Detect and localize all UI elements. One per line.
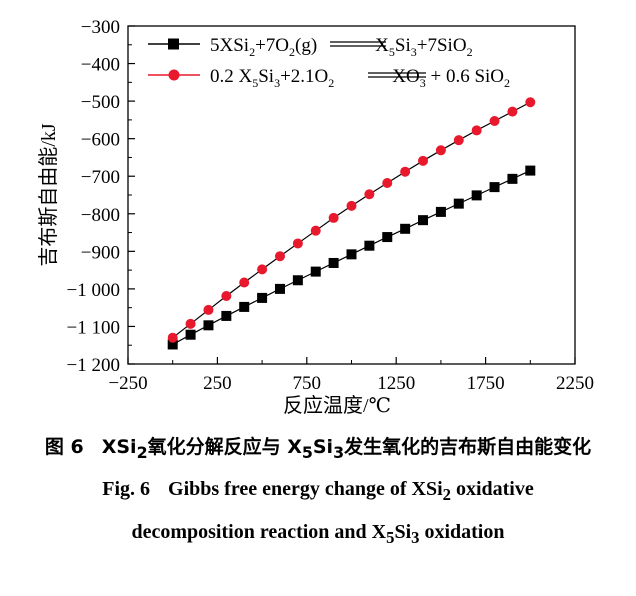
x-axis-title: 反应温度/℃ <box>283 394 391 417</box>
x-tick-label: −250 <box>108 373 147 394</box>
gibbs-energy-chart: −300 −400 −500 −600 −700 −800 −900 −1 000 −1 100… <box>37 17 594 417</box>
data-point-series2 <box>364 189 375 200</box>
data-point-series2 <box>310 225 321 236</box>
legend-marker-series2 <box>168 69 180 81</box>
data-point-series1 <box>203 320 214 331</box>
data-point-series1 <box>364 240 375 251</box>
y-tick-label: −300 <box>81 17 120 38</box>
data-point-series1 <box>435 206 446 217</box>
y-tick-label: −600 <box>81 130 120 151</box>
data-point-series1 <box>274 283 285 294</box>
legend-label-series1: 5XSi2+7O2(g) X5Si3+7SiO2 <box>210 35 473 59</box>
data-point-series1 <box>471 190 482 201</box>
figure-caption-cn: 图 6 XSi2氧化分解反应与 X5Si3发生氧化的吉布斯自由能变化 <box>0 432 636 462</box>
series-layer <box>167 97 536 350</box>
data-point-series2 <box>257 264 268 275</box>
figure-number-cn: 图 6 <box>44 436 84 458</box>
x-tick-label: 250 <box>203 373 232 394</box>
data-point-series1 <box>489 182 500 193</box>
data-point-series2 <box>274 251 285 262</box>
data-point-series2 <box>203 304 214 315</box>
data-point-series2 <box>185 318 196 329</box>
data-point-series1 <box>328 257 339 268</box>
figure-number-en: Fig. 6 <box>102 478 151 500</box>
y-axis-title: 吉布斯自由能/kJ <box>37 123 60 267</box>
data-point-series2 <box>507 106 518 117</box>
data-point-series1 <box>257 292 268 303</box>
data-point-series2 <box>346 200 357 211</box>
data-point-series1 <box>239 301 250 312</box>
axes: −300 −400 −500 −600 −700 −800 −900 −1 000 −1 100… <box>67 17 594 394</box>
data-point-series1 <box>185 329 196 340</box>
y-tick-label: −1 100 <box>67 317 120 338</box>
data-point-series2 <box>453 135 464 146</box>
figure-caption-en-line2: decomposition reaction and X5Si3 oxidati… <box>131 521 505 547</box>
data-point-series1 <box>221 310 232 321</box>
data-point-series2 <box>418 155 429 166</box>
data-point-series2 <box>167 332 178 343</box>
y-tick-label: −700 <box>81 167 120 188</box>
data-point-series2 <box>471 125 482 136</box>
y-tick-label: −400 <box>81 55 120 76</box>
data-point-series2 <box>400 166 411 177</box>
y-tick-label: −900 <box>81 242 120 263</box>
data-point-series2 <box>435 145 446 156</box>
x-tick-label: 750 <box>293 373 322 394</box>
y-tick-label: −1 200 <box>67 355 120 376</box>
legend-label-series2: 0.2 X5Si3+2.1O2 XO3 + 0.6 SiO2 <box>210 66 510 90</box>
data-point-series2 <box>292 238 303 249</box>
data-point-series2 <box>239 277 250 288</box>
y-tick-label: −1 000 <box>67 280 120 301</box>
data-point-series1 <box>418 215 429 226</box>
data-point-series1 <box>525 165 536 176</box>
data-point-series1 <box>167 339 178 350</box>
data-point-series2 <box>525 97 536 108</box>
x-tick-label: 1250 <box>377 373 415 394</box>
legend: 5XSi2+7O2(g) X5Si3+7SiO2 0.2 X5Si3+2.1O2 X… <box>148 35 510 90</box>
data-point-series1 <box>400 223 411 234</box>
x-tick-label: 2250 <box>556 373 594 394</box>
data-point-series2 <box>489 116 500 127</box>
y-tick-label: −500 <box>81 92 120 113</box>
x-tick-label: 1750 <box>467 373 505 394</box>
y-tick-label: −800 <box>81 205 120 226</box>
data-point-series1 <box>310 266 321 277</box>
data-point-series1 <box>507 173 518 184</box>
data-point-series1 <box>292 275 303 286</box>
figure-caption-en-line1: Fig. 6 Gibbs free energy change of XSi2 o… <box>102 478 534 504</box>
data-point-series2 <box>221 291 232 302</box>
data-point-series2 <box>328 212 339 223</box>
data-point-series1 <box>453 198 464 209</box>
data-point-series1 <box>346 249 357 260</box>
legend-marker-series1 <box>168 38 179 50</box>
data-point-series2 <box>382 177 393 188</box>
series-line-2 <box>172 101 531 339</box>
data-point-series1 <box>382 232 393 243</box>
